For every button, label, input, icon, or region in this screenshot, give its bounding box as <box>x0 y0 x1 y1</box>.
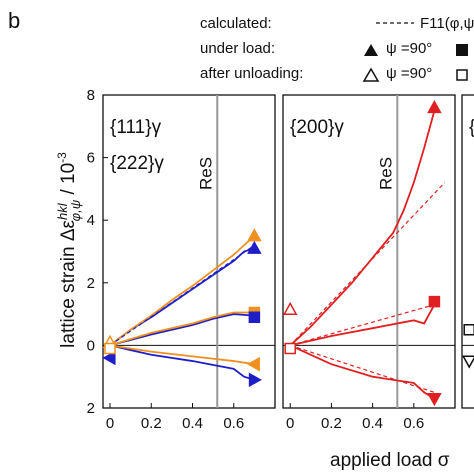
marker <box>428 295 441 308</box>
marker <box>248 311 261 323</box>
y-label-part: -3 <box>55 152 69 163</box>
marker <box>463 324 474 336</box>
x-tick-label: 0.4 <box>362 415 383 432</box>
series-line <box>290 344 435 393</box>
x-tick-label: 0 <box>286 415 294 432</box>
panel-label: b <box>8 8 20 33</box>
y-tick-label: 2 <box>87 400 95 417</box>
x-tick-label: 0.2 <box>141 415 162 432</box>
x-tick-label: 0.2 <box>321 415 342 432</box>
marker <box>282 301 298 315</box>
legend-calculated: calculated: <box>200 15 272 32</box>
marker <box>102 350 116 366</box>
panel-frame <box>282 94 456 409</box>
y-label-part: lattice strain Δε <box>58 219 79 347</box>
series-line <box>289 344 435 400</box>
series-line <box>290 304 436 347</box>
marker <box>427 99 442 114</box>
legend-psi: ψ =90° <box>386 65 432 82</box>
marker <box>247 228 262 242</box>
legend-f11: F11(φ,ψ) <box>420 15 474 32</box>
panel-series-label: { <box>469 117 474 138</box>
y-axis-label: lattice strain Δεhklφ,ψ / 10-3 <box>55 152 83 348</box>
marker <box>104 342 116 355</box>
y-label-part: / 10 <box>58 163 79 200</box>
marker <box>427 393 442 407</box>
legend-marker <box>456 44 468 56</box>
x-axis-label: applied load σ <box>330 450 450 471</box>
y-tick-label: 6 <box>87 150 95 167</box>
panel-frame <box>461 94 474 409</box>
panel-series-label: {222}γ <box>110 153 164 174</box>
series-line <box>109 244 255 346</box>
panel: { <box>461 94 474 409</box>
series-line <box>289 110 436 347</box>
panel: ReS 0 0.2 0.4 0.6 {200}γ <box>282 94 456 432</box>
y-label-part: φ,ψ <box>68 199 83 221</box>
series-line <box>109 313 255 347</box>
panel-frame <box>102 94 276 409</box>
marker <box>248 372 262 388</box>
y-tick-label: 4 <box>87 212 95 229</box>
marker <box>461 355 474 369</box>
y-tick-label: 8 <box>87 87 95 104</box>
x-tick-label: 0.4 <box>182 415 203 432</box>
legend-under-load: under load: <box>200 40 275 57</box>
series-line <box>290 304 435 346</box>
marker <box>284 342 296 355</box>
legend-psi: ψ =90° <box>386 40 432 57</box>
marker <box>247 240 262 254</box>
series-line <box>109 344 255 366</box>
legend-marker <box>456 69 468 81</box>
series-line <box>109 247 255 347</box>
ref-line-label: ReS <box>196 157 215 190</box>
series-line <box>289 182 446 346</box>
y-tick-label: 2 <box>87 275 95 292</box>
ref-line-label: ReS <box>376 157 395 190</box>
y-label-part: hkl <box>55 202 70 220</box>
marker <box>246 356 260 372</box>
y-tick-label: 0 <box>87 337 95 354</box>
panel-series-label: {111}γ <box>110 117 162 138</box>
legend-marker <box>364 44 378 56</box>
x-tick-label: 0 <box>106 415 114 432</box>
series-line <box>109 311 255 347</box>
legend-marker <box>362 67 380 82</box>
series-line <box>109 344 255 381</box>
x-tick-label: 0.6 <box>403 415 424 432</box>
x-tick-label: 0.6 <box>223 415 244 432</box>
series-line <box>109 235 255 347</box>
panel-series-label: {200}γ <box>290 117 344 138</box>
legend-after-unloading: after unloading: <box>200 65 303 82</box>
